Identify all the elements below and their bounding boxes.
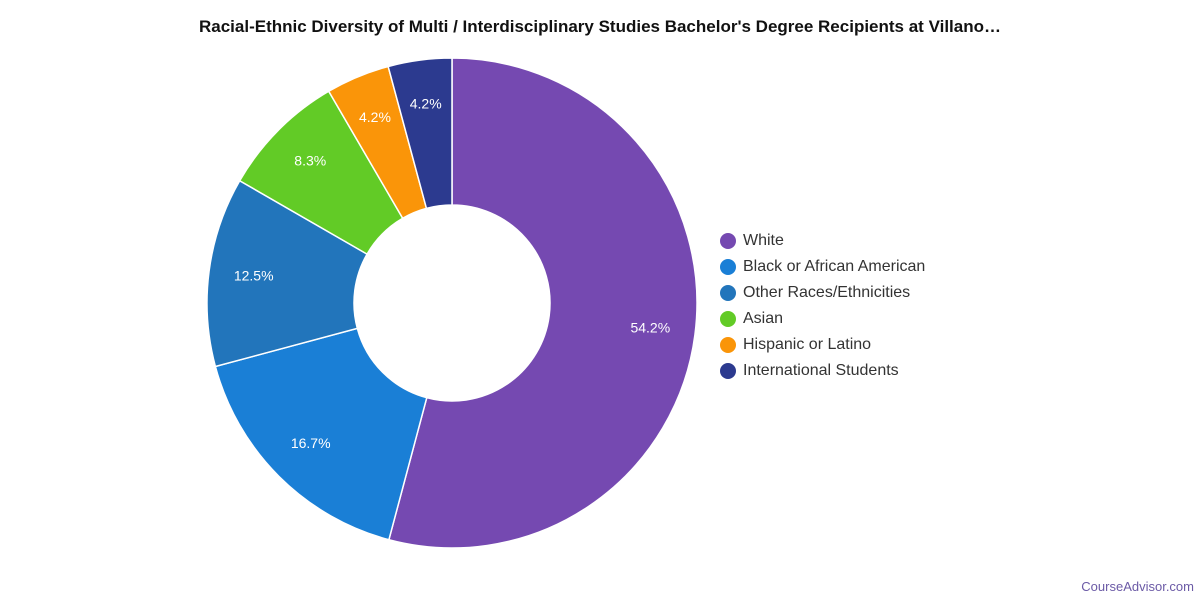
legend-label: Other Races/Ethnicities: [743, 284, 911, 301]
legend-swatch: [720, 259, 736, 275]
legend-label: White: [743, 232, 784, 249]
legend-item-white[interactable]: White: [720, 228, 925, 254]
slice-label-hispanic-or-latino: 4.2%: [359, 109, 391, 125]
slice-label-black-or-african-american: 16.7%: [291, 435, 331, 451]
slice-label-white: 54.2%: [630, 320, 670, 336]
chart-title: Racial-Ethnic Diversity of Multi / Inter…: [198, 17, 1001, 36]
legend: White Black or African American Other Race…: [720, 228, 925, 384]
legend-swatch: [720, 233, 736, 249]
legend-swatch: [720, 363, 736, 379]
slice-label-international-students: 4.2%: [410, 95, 442, 111]
legend-item-other-races-ethnicities[interactable]: Other Races/Ethnicities: [720, 280, 925, 306]
slice-labels-group: 54.2% 16.7% 12.5% 8.3% 4.2% 4.2%: [234, 95, 670, 451]
legend-swatch: [720, 337, 736, 353]
slice-white[interactable]: [387, 57, 698, 549]
site-credit[interactable]: CourseAdvisor.com: [1081, 579, 1194, 594]
legend-label: Asian: [743, 310, 784, 327]
slice-label-other-races-ethnicities: 12.5%: [234, 268, 274, 284]
slice-label-asian: 8.3%: [294, 153, 326, 169]
slice-black-or-african-american[interactable]: [214, 327, 428, 541]
legend-swatch: [720, 311, 736, 327]
legend-label: International Students: [743, 362, 899, 379]
legend-label: Hispanic or Latino: [743, 336, 872, 353]
slice-other-races-ethnicities[interactable]: [206, 179, 369, 368]
slices-group: [206, 57, 698, 549]
legend-item-black-or-african-american[interactable]: Black or African American: [720, 254, 925, 280]
legend-swatch: [720, 285, 736, 301]
slice-international-students[interactable]: [387, 57, 453, 210]
legend-item-international-students[interactable]: International Students: [720, 358, 925, 384]
legend-item-asian[interactable]: Asian: [720, 306, 925, 332]
legend-item-hispanic-or-latino[interactable]: Hispanic or Latino: [720, 332, 925, 358]
legend-label: Black or African American: [743, 258, 926, 275]
